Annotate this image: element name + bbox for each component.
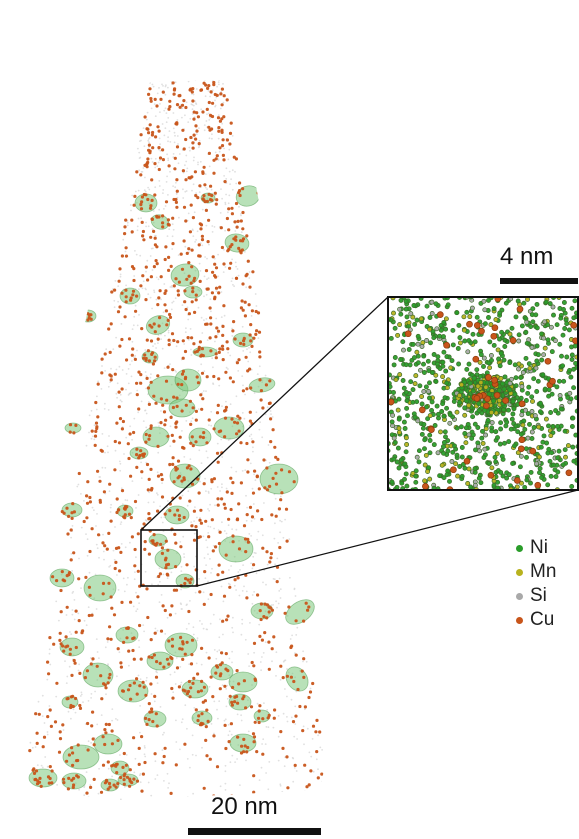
zoom-connector-bottom: [196, 489, 579, 587]
precipitate-cluster: [319, 562, 330, 586]
precipitate-cluster: [181, 679, 209, 699]
inset-atoms: [388, 297, 578, 490]
precipitate-cluster: [64, 422, 82, 434]
cu-atoms: [28, 80, 330, 799]
legend-item-cu: Cu: [516, 608, 578, 632]
precipitate-cluster: [174, 368, 202, 392]
precipitate-cluster: [235, 185, 261, 207]
tip-volume: [28, 80, 330, 800]
cu-dot-icon: [516, 616, 523, 624]
precipitate-cluster: [143, 710, 167, 728]
precipitate-cluster: [61, 502, 83, 518]
legend-label-mn: Mn: [530, 561, 557, 582]
main-scalebar: [188, 828, 321, 835]
element-legend: Ni Mn Si Cu: [516, 536, 578, 632]
precipitate-cluster: [142, 426, 170, 448]
si-dot-icon: [516, 592, 523, 600]
precipitate-cluster: [210, 663, 234, 681]
precipitate-cluster: [134, 193, 158, 213]
legend-label-ni: Ni: [530, 537, 548, 558]
precipitate-cluster: [228, 671, 258, 693]
background-atoms: [29, 80, 329, 800]
precipitate-cluster: [164, 505, 190, 525]
legend-label-cu: Cu: [530, 609, 555, 630]
inset-scalebar-label: 4 nm: [500, 243, 554, 270]
precipitate-cluster: [93, 733, 123, 755]
precipitate-cluster: [62, 744, 100, 770]
precipitate-cluster: [83, 574, 117, 602]
main-scalebar-label: 20 nm: [211, 793, 278, 820]
precipitate-cluster: [285, 666, 309, 692]
legend-item-ni: Ni: [516, 536, 578, 560]
precipitate-cluster: [146, 651, 174, 671]
zoom-region-box: [140, 529, 198, 587]
precipitate-cluster: [285, 599, 315, 625]
precipitate-cluster: [168, 398, 196, 418]
ni-dot-icon: [516, 544, 523, 552]
precipitate-cluster: [82, 662, 114, 688]
precipitate-cluster: [213, 416, 245, 440]
zoom-inset: [387, 296, 579, 491]
precipitate-cluster: [229, 733, 257, 753]
precipitate-cluster: [119, 287, 141, 305]
inset-scalebar: [500, 278, 578, 284]
precipitate-cluster: [170, 263, 200, 287]
precipitate-cluster: [59, 637, 85, 657]
precipitate-cluster: [110, 760, 130, 776]
mn-dot-icon: [516, 568, 523, 576]
zoom-connector-top: [140, 296, 389, 531]
precipitate-cluster: [253, 709, 271, 723]
inset-frame: [387, 296, 579, 491]
precipitate-cluster: [154, 548, 182, 570]
legend-item-si: Si: [516, 584, 578, 608]
legend-item-mn: Mn: [516, 560, 578, 584]
legend-label-si: Si: [530, 585, 547, 606]
